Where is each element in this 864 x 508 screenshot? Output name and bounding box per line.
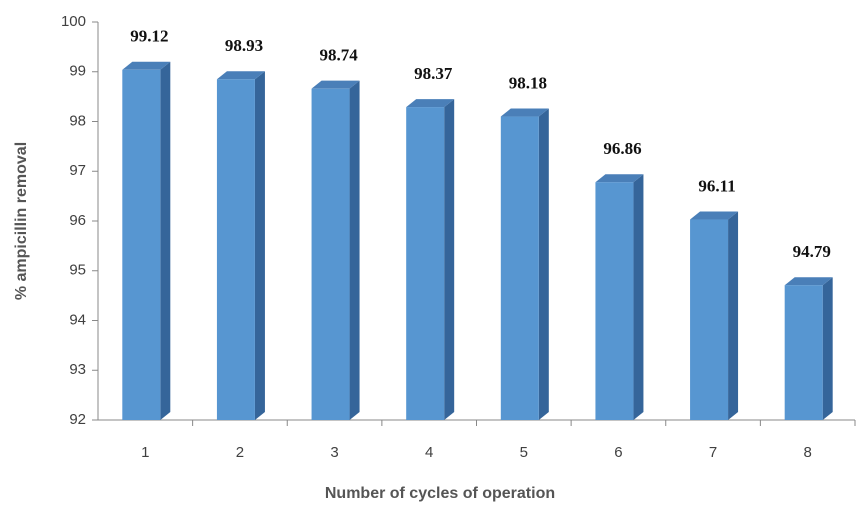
x-tick-label: 2	[236, 444, 244, 461]
data-label: 94.79	[793, 242, 831, 261]
x-tick-label: 3	[330, 444, 338, 461]
bar	[311, 88, 350, 420]
y-tick-label: 96	[69, 212, 86, 229]
x-tick-label: 6	[614, 444, 622, 461]
bar	[500, 116, 539, 421]
x-tick-label: 4	[425, 444, 433, 461]
bar-side	[160, 61, 171, 420]
data-label: 98.93	[225, 36, 263, 55]
data-label: 96.11	[698, 176, 735, 195]
y-axis-title: % ampicillin removal	[13, 142, 30, 300]
bar-side	[538, 108, 549, 421]
data-label: 99.12	[130, 27, 168, 46]
bar-top	[406, 99, 455, 108]
bar-top	[122, 61, 171, 70]
y-tick-label: 98	[69, 112, 86, 129]
y-tick-label: 97	[69, 162, 86, 179]
x-axis-title: Number of cycles of operation	[325, 485, 555, 502]
y-tick-label: 93	[69, 361, 86, 378]
bar	[406, 107, 445, 420]
data-label: 98.37	[414, 64, 453, 83]
bar-side	[633, 174, 644, 420]
bar-side	[822, 277, 833, 420]
bar-side	[349, 80, 360, 420]
x-tick-label: 8	[804, 444, 812, 461]
bar-top	[784, 277, 833, 286]
bar	[690, 219, 729, 420]
y-tick-label: 92	[69, 411, 86, 428]
x-tick-label: 5	[520, 444, 528, 461]
bar-side	[444, 99, 455, 420]
x-tick-label: 7	[709, 444, 717, 461]
bar-side	[728, 211, 739, 420]
y-tick-label: 99	[69, 63, 86, 80]
bar-top	[690, 211, 739, 220]
bar	[595, 182, 634, 420]
y-tick-label: 94	[69, 311, 86, 328]
y-tick-label: 95	[69, 262, 86, 279]
bar-top	[500, 108, 549, 117]
bar-top	[595, 174, 644, 183]
bar	[122, 69, 161, 420]
x-tick-label: 1	[141, 444, 149, 461]
y-tick-label: 100	[61, 13, 86, 30]
bar-top	[216, 71, 265, 80]
data-label: 98.18	[509, 73, 547, 92]
data-label: 98.74	[319, 46, 358, 65]
bar-top	[311, 80, 360, 89]
bar-side	[254, 71, 265, 421]
bar	[216, 79, 255, 421]
data-label: 96.86	[603, 139, 641, 158]
bar	[784, 285, 823, 420]
